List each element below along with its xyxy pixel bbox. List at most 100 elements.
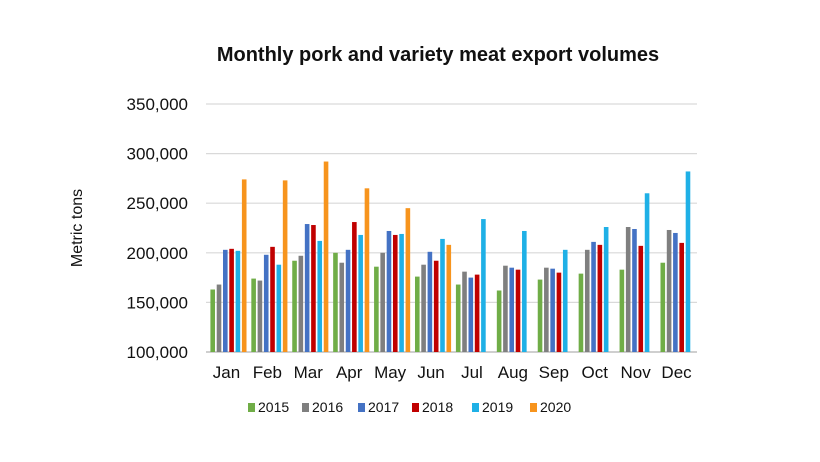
x-tick-label: May [374,363,407,382]
bar-2017-Nov [632,228,637,352]
bar-2016-Nov [625,227,631,352]
bar-2016-Oct [584,249,590,352]
x-tick-label: Jan [213,363,240,382]
bar-2016-Sep [544,267,549,352]
bar-2015-Apr [333,252,338,352]
bar-2016-Jun [421,264,426,352]
gridlines [206,103,697,353]
bar-2020-Jan [241,179,247,352]
x-tick-label: Jul [461,363,483,382]
y-tick-label: 350,000 [127,95,188,114]
bar-2017-Dec [673,232,678,352]
bar-2015-Nov [619,269,625,352]
bar-2018-Sep [556,272,562,352]
bar-2017-Jan [223,249,228,352]
x-tick-label: Feb [253,363,282,382]
legend-label-2016: 2016 [312,399,343,415]
legend-label-2019: 2019 [482,399,513,415]
bar-2015-Oct [578,273,584,352]
bar-2015-Jun [414,276,420,352]
bar-2017-Sep [550,268,555,352]
bar-2019-Jul [481,219,486,352]
bar-2018-Oct [597,244,603,352]
chart-title: Monthly pork and variety meat export vol… [216,44,660,66]
y-tick-label: 300,000 [127,145,188,164]
bar-2018-Dec [679,242,684,352]
bar-2018-Mar [311,225,316,352]
legend-label-2015: 2015 [258,399,289,415]
bar-2018-May [392,234,398,352]
bar-2016-Jul [462,271,467,352]
bar-2020-Mar [323,161,329,352]
bar-2017-Oct [591,241,596,352]
legend-swatch-2020 [530,403,537,412]
bar-2016-Apr [339,262,345,352]
bar-2017-Aug [509,267,515,352]
bar-2018-Aug [515,269,521,352]
bar-2017-Jun [427,251,433,352]
legend: 2015 2016 2017 2018 2019 2020 [248,399,571,415]
bar-2017-May [386,230,392,352]
bar-2020-Feb [282,180,288,352]
bar-2018-Jun [433,260,439,352]
y-axis-label: Metric tons [69,189,86,267]
legend-swatch-2017 [358,403,365,412]
y-tick-label: 250,000 [127,194,188,213]
bar-2019-Jan [235,250,241,352]
bar-2015-Dec [660,262,666,352]
bar-2020-Jun [446,244,452,352]
bar-2019-Nov [644,193,650,352]
y-axis-ticks: 100,000 150,000 200,000 250,000 300,000 350,0… [127,95,188,362]
bar-2019-Dec [685,171,691,352]
bar-2019-Apr [358,234,363,352]
bar-2016-May [380,252,385,352]
x-tick-label: Jun [417,363,444,382]
x-tick-label: Oct [581,363,608,382]
x-tick-label: Nov [621,363,652,382]
bar-2018-Apr [352,222,357,352]
x-tick-label: Apr [336,363,363,382]
bar-2015-Jul [455,284,461,352]
bar-2018-Jul [474,274,480,352]
bar-2019-Oct [603,227,609,352]
legend-swatch-2015 [248,403,255,412]
bars [210,161,691,352]
bar-2015-May [374,266,379,352]
x-tick-label: Mar [294,363,324,382]
y-tick-label: 150,000 [127,293,188,312]
bar-2019-Jun [440,238,445,352]
bar-2017-Mar [304,224,310,352]
bar-2020-May [405,208,411,352]
legend-swatch-2018 [412,403,419,412]
bar-2016-Dec [666,229,672,352]
bar-2015-Jan [210,289,216,352]
legend-label-2020: 2020 [540,399,571,415]
legend-label-2018: 2018 [422,399,453,415]
x-tick-label: Sep [539,363,569,382]
bar-2016-Feb [257,280,263,352]
bar-2017-Jul [468,277,474,352]
bar-2015-Feb [251,278,256,352]
bar-2018-Jan [229,248,234,352]
bar-2015-Mar [292,260,297,352]
bar-2018-Nov [638,245,644,352]
bar-2015-Sep [537,279,543,352]
x-tick-label: Aug [498,363,528,382]
bar-2019-May [399,233,404,352]
bar-2017-Apr [345,249,351,352]
bar-2016-Aug [503,265,508,352]
y-tick-label: 200,000 [127,244,188,263]
bar-2020-Apr [364,188,370,352]
bar-2016-Mar [298,255,304,352]
bar-2019-Feb [276,264,282,352]
bar-2019-Sep [562,249,568,352]
legend-swatch-2016 [302,403,309,412]
bar-2019-Mar [317,240,323,352]
bar-2016-Jan [216,284,222,352]
legend-label-2017: 2017 [368,399,399,415]
legend-swatch-2019 [472,403,479,412]
x-tick-label: Dec [661,363,692,382]
bar-2015-Aug [496,290,502,352]
y-tick-label: 100,000 [127,343,188,362]
